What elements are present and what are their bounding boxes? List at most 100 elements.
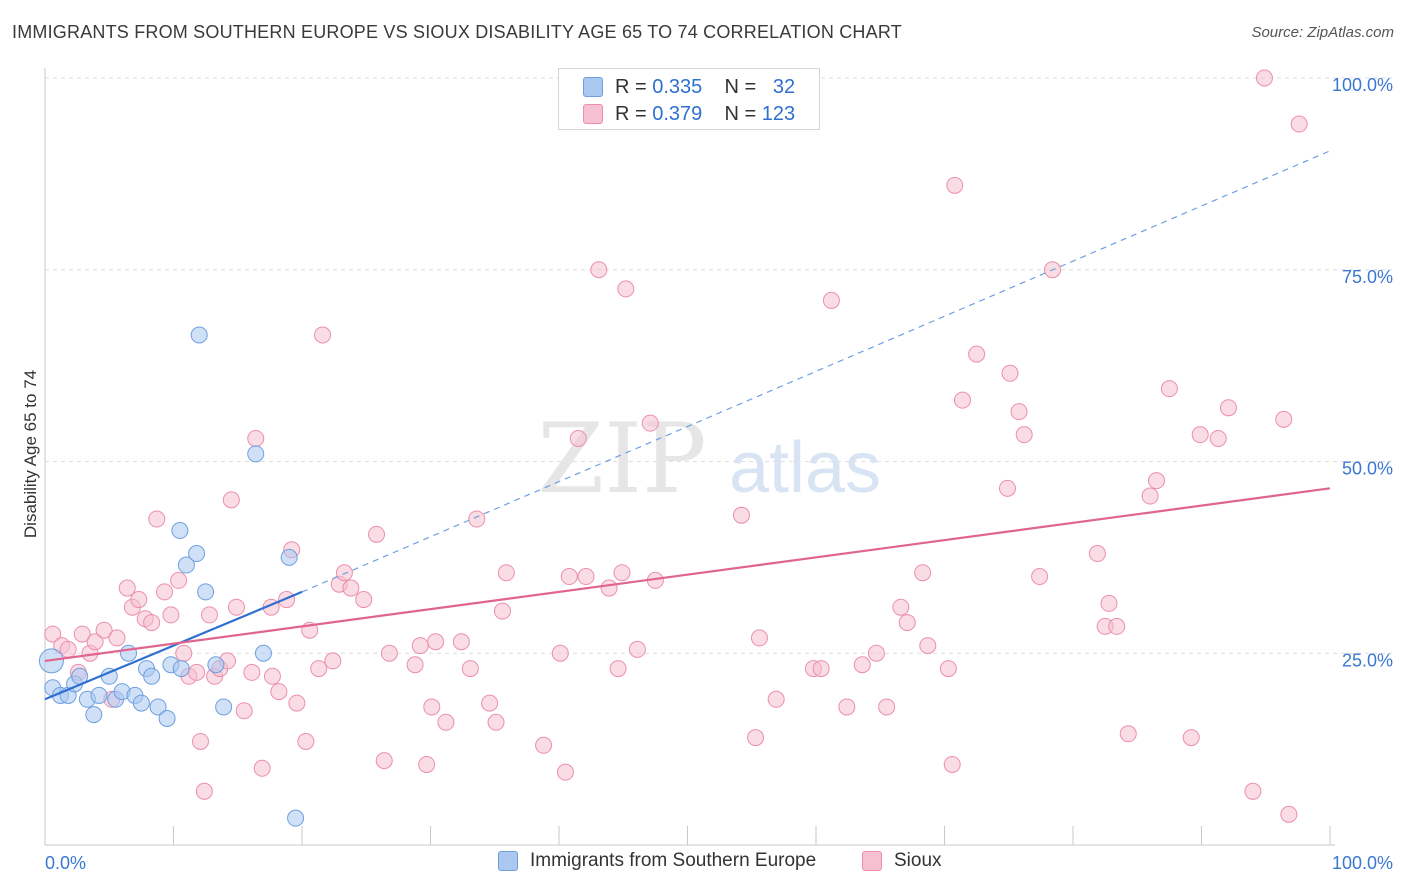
legend-n-label: N = <box>724 102 757 125</box>
correlation-legend: R = 0.335 N = 32 R = 0.379 N = 123 <box>558 68 820 130</box>
data-point-sioux <box>288 694 306 712</box>
data-point-sioux <box>822 291 840 309</box>
data-point-southern-europe <box>207 656 225 674</box>
y-tick-label: 100.0% <box>1332 75 1393 95</box>
data-point-sioux <box>108 629 126 647</box>
data-point-sioux <box>1219 399 1237 417</box>
legend-item-southern-europe[interactable]: Immigrants from Southern Europe <box>498 850 816 872</box>
trend-lines <box>44 150 1331 701</box>
data-point-sioux <box>130 591 148 609</box>
data-point-sioux <box>297 732 315 750</box>
data-point-sioux <box>867 644 885 662</box>
data-point-sioux <box>613 564 631 582</box>
data-point-sioux <box>310 660 328 678</box>
legend-r-label: R = <box>615 102 647 125</box>
data-point-sioux <box>452 633 470 651</box>
data-point-sioux <box>143 614 161 632</box>
x-tick-label: 0.0% <box>45 853 86 873</box>
data-point-sioux <box>314 326 332 344</box>
data-point-sioux <box>227 598 245 616</box>
y-axis-label: Disability Age 65 to 74 <box>21 369 40 539</box>
trend-line-southern-europe-extension <box>301 150 1331 593</box>
data-point-sioux <box>943 755 961 773</box>
legend-swatch-blue <box>583 77 603 97</box>
data-point-sioux <box>1141 487 1159 505</box>
data-point-sioux <box>118 579 136 597</box>
legend-label-sioux: Sioux <box>894 850 942 871</box>
watermark: ZIP atlas <box>537 403 881 515</box>
data-point-sioux <box>1119 725 1137 743</box>
data-point-sioux <box>641 414 659 432</box>
data-point-sioux <box>335 564 353 582</box>
data-point-sioux <box>1290 115 1308 133</box>
data-point-sioux <box>468 510 486 528</box>
legend-n-value: 123 <box>761 102 796 125</box>
data-point-sioux <box>767 690 785 708</box>
data-point-sioux <box>732 506 750 524</box>
data-point-sioux <box>243 663 261 681</box>
data-point-sioux <box>170 571 188 589</box>
data-point-sioux <box>95 621 113 639</box>
data-point-sioux <box>493 602 511 620</box>
data-point-sioux <box>1280 805 1298 823</box>
data-point-southern-europe <box>287 809 305 827</box>
trend-line-sioux <box>44 487 1331 663</box>
data-point-sioux <box>497 564 515 582</box>
data-point-southern-europe <box>132 694 150 712</box>
data-point-sioux <box>86 633 104 651</box>
data-point-sioux <box>418 755 436 773</box>
data-point-sioux <box>535 736 553 754</box>
data-point-southern-europe <box>158 709 176 727</box>
data-point-sioux <box>148 510 166 528</box>
legend-item-sioux[interactable]: Sioux <box>862 850 942 872</box>
legend-swatch-blue <box>498 851 518 871</box>
y-tick-label: 50.0% <box>1342 459 1393 479</box>
data-point-sioux <box>1191 426 1209 444</box>
legend-r-label: R = <box>615 75 647 98</box>
data-point-sioux <box>270 683 288 701</box>
data-point-sioux <box>898 614 916 632</box>
data-point-sioux <box>44 625 62 643</box>
data-point-southern-europe <box>247 445 265 463</box>
data-point-sioux <box>59 640 77 658</box>
y-tick-label: 75.0% <box>1342 267 1393 287</box>
data-point-sioux <box>838 698 856 716</box>
data-point-southern-europe <box>197 583 215 601</box>
axes <box>44 68 1335 846</box>
legend-n-value: 32 <box>772 75 796 98</box>
data-point-sioux <box>569 429 587 447</box>
data-point-sioux <box>222 491 240 509</box>
legend-n-label: N = <box>724 75 757 98</box>
data-point-sioux <box>235 702 253 720</box>
data-point-southern-europe <box>215 698 233 716</box>
legend-r-value: 0.335 <box>652 75 703 98</box>
trend-line-southern-europe <box>44 590 303 701</box>
y-tick-label: 25.0% <box>1342 650 1393 670</box>
data-point-sioux <box>461 660 479 678</box>
data-point-sioux <box>1209 429 1227 447</box>
data-point-southern-europe <box>280 548 298 566</box>
data-point-sioux <box>411 637 429 655</box>
data-point-sioux <box>892 598 910 616</box>
data-point-sioux <box>191 732 209 750</box>
data-point-southern-europe <box>120 644 138 662</box>
data-point-sioux <box>1100 594 1118 612</box>
data-point-sioux <box>1255 69 1273 87</box>
data-point-sioux <box>423 698 441 716</box>
data-point-sioux <box>487 713 505 731</box>
data-point-sioux <box>878 698 896 716</box>
data-point-southern-europe <box>171 522 189 540</box>
data-point-sioux <box>1160 380 1178 398</box>
data-point-sioux <box>617 280 635 298</box>
data-point-sioux <box>1001 364 1019 382</box>
data-point-sioux <box>73 625 91 643</box>
data-point-sioux <box>253 759 271 777</box>
data-point-sioux <box>368 525 386 543</box>
data-point-sioux <box>560 568 578 586</box>
data-point-sioux <box>946 176 964 194</box>
data-point-sioux <box>939 660 957 678</box>
data-point-sioux <box>600 579 618 597</box>
data-point-sioux <box>747 729 765 747</box>
data-point-sioux <box>162 606 180 624</box>
